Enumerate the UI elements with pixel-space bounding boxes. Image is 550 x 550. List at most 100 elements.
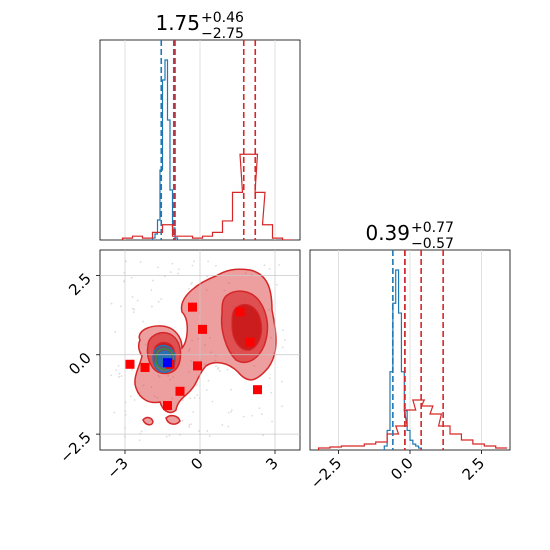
scatter-dot: [164, 275, 166, 278]
scatter-dot: [260, 413, 263, 416]
scatter-dot: [209, 336, 212, 339]
scatter-dot: [131, 296, 134, 298]
scatter-dot: [205, 289, 208, 292]
scatter-dot: [188, 371, 191, 374]
scatter-dot: [190, 283, 192, 286]
scatter-dot: [120, 375, 123, 378]
scatter-dot: [196, 383, 198, 386]
scatter-dot: [230, 410, 232, 413]
scatter-dot: [133, 399, 136, 401]
scatter-dot: [160, 298, 163, 301]
y-tick-label: 2.5: [65, 269, 95, 299]
top-title-minus: −2.75: [201, 26, 244, 42]
scatter-dot: [190, 423, 192, 426]
red-marker: [125, 359, 135, 369]
top-title-plus: +0.46: [201, 10, 244, 26]
scatter-dot: [281, 346, 284, 349]
scatter-dot: [140, 430, 143, 433]
scatter-dot: [263, 264, 266, 267]
br-title-value: 0.39: [365, 221, 410, 245]
scatter-dot: [131, 368, 134, 371]
scatter-dot: [270, 391, 273, 394]
scatter-dot: [150, 386, 153, 388]
scatter-dot: [190, 360, 193, 362]
scatter-dot: [218, 370, 221, 372]
scatter-dot: [196, 394, 199, 397]
scatter-dot: [230, 388, 232, 391]
scatter-dot: [157, 266, 159, 269]
red-marker: [253, 385, 262, 395]
scatter-dot: [211, 400, 214, 403]
red-marker: [198, 324, 207, 334]
scatter-dot: [227, 425, 230, 428]
scatter-dot: [197, 338, 200, 340]
x-tick-label: 0.0: [387, 454, 417, 484]
scatter-dot: [117, 364, 120, 367]
scatter-dot: [172, 376, 175, 379]
contour-green-ring: [155, 348, 175, 371]
scatter-dot: [139, 261, 142, 264]
y-tick-label: −2.5: [56, 428, 94, 466]
scatter-dot: [153, 395, 156, 398]
scatter-dot: [125, 260, 127, 263]
scatter-dot: [110, 374, 113, 377]
scatter-dot: [207, 379, 210, 382]
scatter-dot: [158, 375, 161, 378]
scatter-dot: [193, 260, 195, 263]
panel-br-hist: −2.5 0.0 2.5 0.39 +0.77 −0.57: [307, 220, 511, 493]
scatter-dot: [118, 375, 121, 378]
scatter-dot: [271, 420, 273, 423]
scatter-dot: [209, 351, 212, 354]
scatter-dot: [251, 414, 254, 417]
scatter-dot: [230, 409, 233, 411]
red-marker: [188, 302, 197, 312]
red-marker: [245, 337, 255, 347]
scatter-dot: [278, 264, 280, 266]
red-marker: [140, 362, 150, 372]
scatter-dot: [268, 377, 271, 380]
scatter-dot: [142, 384, 145, 387]
hist-series-1: [317, 399, 508, 450]
scatter-dot: [191, 281, 194, 284]
scatter-dot: [275, 283, 278, 286]
scatter-dot: [284, 339, 286, 341]
scatter-dot: [208, 435, 211, 438]
scatter-dot: [188, 347, 191, 350]
scatter-dot: [142, 320, 145, 323]
scatter-dot: [258, 407, 261, 410]
contour-red-island: [142, 414, 181, 426]
br-title-minus: −0.57: [411, 236, 454, 252]
top-title-value: 1.75: [155, 11, 200, 35]
x-tick-label: −2.5: [307, 454, 345, 492]
x-tick-label: 2.5: [459, 454, 489, 484]
scatter-dot: [191, 339, 194, 342]
scatter-dot: [118, 372, 121, 375]
scatter-dot: [122, 280, 125, 282]
red-marker: [193, 361, 202, 371]
scatter-dot: [188, 425, 191, 428]
scatter-dot: [221, 423, 224, 426]
scatter-dot: [151, 305, 153, 308]
scatter-dot: [157, 300, 160, 303]
scatter-dot: [244, 272, 247, 275]
scatter-dot: [110, 302, 113, 305]
scatter-dot: [192, 411, 195, 414]
scatter-dot: [216, 368, 219, 370]
scatter-dot: [198, 430, 200, 432]
scatter-dot: [270, 336, 272, 339]
scatter-dot: [165, 435, 168, 438]
scatter-dot: [113, 411, 116, 414]
scatter-dot: [177, 272, 179, 275]
scatter-dot: [214, 359, 217, 362]
scatter-dot: [226, 368, 229, 371]
scatter-dot: [145, 344, 147, 346]
scatter-dot: [171, 262, 174, 265]
scatter-dot: [193, 396, 196, 399]
scatter-dot: [253, 365, 256, 367]
top-title: 1.75: [155, 11, 200, 35]
scatter-dot: [206, 275, 209, 278]
scatter-dot: [120, 305, 122, 308]
scatter-dot: [282, 329, 284, 332]
scatter-dot: [281, 380, 283, 383]
scatter-dot: [150, 289, 153, 292]
